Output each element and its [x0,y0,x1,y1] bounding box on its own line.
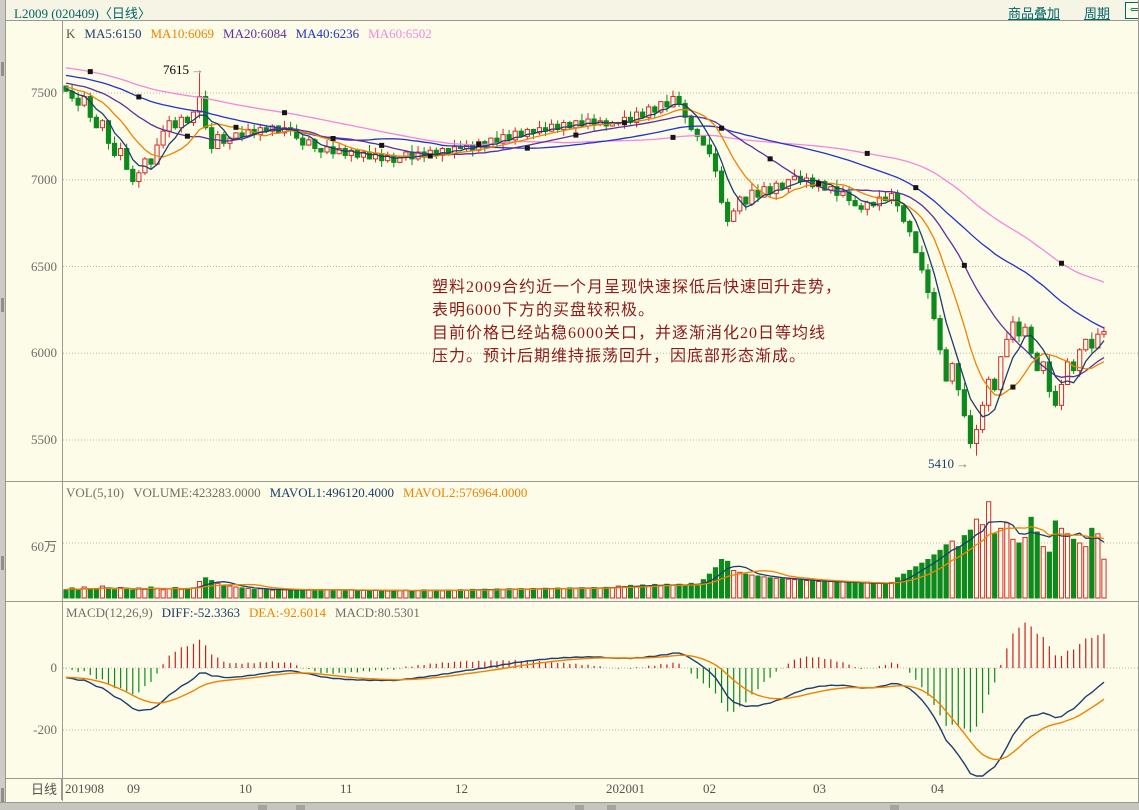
volume-value: VOLUME:423283.0000 [133,485,261,500]
label: 表明6000下方的买盘较积极。 [432,302,656,319]
period-cell: 日线 [6,779,62,800]
mavol1-value: MAVOL1:496120.4000 [269,485,394,500]
ma5-value: MA5:6150 [84,26,142,41]
label: 压力。预计后期维持振荡回升，因底部形态渐成。 [432,348,807,365]
label: 塑料2009合约近一个月呈现快速探低后快速回升走势， [432,279,843,296]
price-tick-label: 6000 [31,345,57,361]
price-tick-label: 7500 [31,85,57,100]
ma10-value: MA10:6069 [150,26,215,41]
low-price-callout: 5410 → [928,456,969,472]
contract-title: L2009 (020409)〈日线〉 [14,6,151,21]
scrollbar-mark [890,805,899,810]
left-arrow-icon[interactable]: ⇐ [1125,2,1139,19]
dea-value: DEA:-92.6014 [249,605,326,620]
window-left-edge [0,0,6,810]
ma60-value: MA60:6502 [368,26,432,41]
high-price-label: 7615 [163,62,189,77]
price-tick-label: 7000 [31,171,57,187]
scrollbar-mark [607,805,616,810]
label: 10 [239,781,252,796]
ma40-value: MA40:6236 [295,26,360,41]
window-edge-mark [1,298,4,312]
price-tick-label: 6500 [31,258,57,274]
panel-divider-macd-axis [6,778,1139,779]
macd-legend: MACD(12,26,9) DIFF:-52.3363 DEA:-92.6014 MA… [66,605,429,621]
mavol2-value: MAVOL2:576964.0000 [402,485,528,500]
macd-tick-label: -200 [33,722,57,737]
arrow-right-icon: → [191,62,204,77]
scrollbar-mark [575,805,584,810]
analyst-annotation: 塑料2009合约近一个月呈现快速探低后快速回升走势， 表明6000下方的买盘较积极… [432,276,842,368]
label: 03 [813,781,826,796]
label: 11 [340,781,353,796]
diff-value: DIFF:-52.3363 [161,605,241,620]
vol-params: VOL(5,10) [66,485,125,500]
month-axis: 201908 09 10 11 12 202001 02 03 04 [0,781,1139,800]
high-price-callout: 7615 → [163,62,204,78]
ma20-value: MA20:6084 [223,26,287,41]
label: 02 [703,781,716,796]
low-price-label: 5410 [928,456,954,471]
label: 202001 [606,781,645,796]
title-bar: L2009 (020409)〈日线〉 商品叠加 周期 ⇐ [6,0,1139,21]
panel-divider-main-vol [6,481,1139,482]
arrow-right-icon: → [956,456,969,471]
scrollbar-mark [258,805,267,810]
volume-legend: VOL(5,10) VOLUME:423283.0000 MAVOL1:496120… [66,485,536,501]
macd-params: MACD(12,26,9) [66,605,153,620]
macd-value: MACD:80.5301 [334,605,420,620]
k-style-label: K [66,26,76,41]
macd-tick-label: 0 [50,660,58,675]
window-edge-mark [1,62,4,76]
period-link[interactable]: 周期 [1084,6,1111,21]
overlay-link[interactable]: 商品叠加 [1008,6,1061,21]
scrollbar-mark [296,805,305,810]
window-edge-mark [1,556,4,570]
window-edge-mark [1,788,4,802]
price-tick-label: 5500 [31,432,57,447]
label: 04 [931,781,944,796]
label: 201908 [65,781,104,796]
axis-gutter-divider [62,21,63,801]
ma-legend: K MA5:6150 MA10:6069 MA20:6084 MA40:6236 MA60… [66,26,441,42]
volume-axis-label: 60万 [30,539,57,554]
label: 目前价格已经站稳6000关口，并逐渐消化20日等均线 [432,325,827,342]
horizontal-scrollbar[interactable] [0,802,1139,810]
label: 09 [127,781,140,796]
panel-divider-vol-macd [6,601,1139,602]
label: 12 [455,781,468,796]
